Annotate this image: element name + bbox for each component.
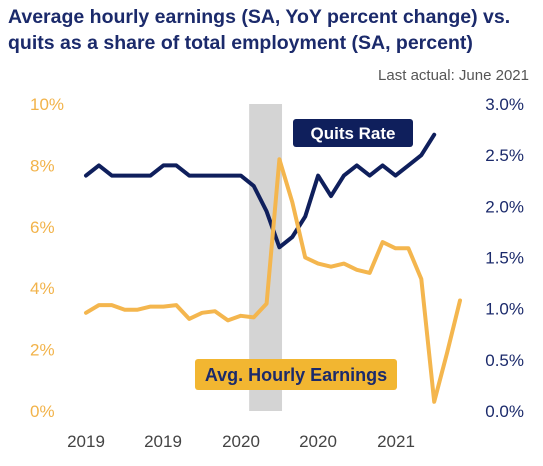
avg-hourly-earnings-point — [226, 319, 230, 322]
quits-rate-point — [149, 174, 152, 177]
right-axis-tick-label: 1.5% — [485, 249, 524, 268]
avg-hourly-earnings-point — [381, 240, 384, 244]
quits-rate-point — [420, 153, 423, 157]
avg-hourly-earnings-point — [368, 271, 371, 275]
quits-rate-point — [342, 174, 346, 177]
avg-hourly-earnings-point — [342, 262, 346, 265]
quits-rate-point — [84, 174, 88, 177]
avg-hourly-earnings-point — [433, 400, 436, 403]
quits-rate-point — [407, 164, 410, 167]
x-axis-tick-label: 2019 — [144, 432, 182, 451]
x-axis-tick-label: 2020 — [222, 432, 260, 451]
avg-hourly-earnings-line — [84, 157, 462, 404]
right-axis-tick-label: 2.5% — [485, 146, 524, 165]
quits-rate-point — [136, 174, 139, 177]
avg-hourly-earnings-point — [252, 316, 255, 319]
avg-hourly-earnings-point — [123, 308, 126, 311]
x-axis-tick-label: 2021 — [377, 432, 415, 451]
quits-rate-point — [200, 174, 204, 177]
x-axis-tick-label: 2020 — [299, 432, 337, 451]
right-axis-tick-label: 2.0% — [485, 197, 524, 216]
chart-title-line-2: quits as a share of total employment (SA… — [8, 32, 473, 54]
avg-hourly-earnings-point — [239, 314, 242, 318]
quits-rate-label-text: Quits Rate — [310, 124, 395, 143]
x-axis-tick-label: 2019 — [67, 432, 105, 451]
quits-rate-point — [162, 164, 165, 167]
quits-rate-point — [433, 133, 436, 136]
quits-rate-point — [304, 215, 307, 218]
avg-hourly-earnings-point — [304, 256, 307, 259]
quits-rate-line — [84, 132, 437, 250]
avg-hourly-earnings-point — [420, 277, 423, 281]
left-axis-tick-label: 2% — [30, 341, 55, 360]
left-axis-tick-label: 4% — [30, 279, 55, 298]
right-axis-tick-label: 0.5% — [485, 351, 524, 370]
avg-hourly-earnings-point — [136, 308, 139, 311]
avg-hourly-earnings-point — [213, 310, 217, 313]
avg-hourly-earnings-point — [355, 268, 359, 271]
quits-rate-point — [226, 174, 230, 177]
avg-hourly-earnings-point — [458, 299, 462, 302]
avg-hourly-earnings-point — [175, 303, 178, 307]
quits-rate-point — [97, 164, 101, 167]
avg-hourly-earnings-label: Avg. Hourly Earnings — [195, 359, 397, 390]
right-axis-tick-label: 1.0% — [485, 300, 524, 319]
avg-hourly-earnings-point — [162, 305, 165, 308]
right-axis-tick-label: 0.0% — [485, 402, 524, 421]
avg-hourly-earnings-point — [187, 317, 191, 321]
avg-hourly-earnings-point — [329, 265, 333, 268]
quits-rate-point — [291, 235, 294, 239]
avg-hourly-earnings-point — [265, 302, 268, 305]
avg-hourly-earnings-label-text: Avg. Hourly Earnings — [205, 365, 387, 385]
avg-hourly-earnings-point — [278, 158, 281, 161]
left-axis-tick-label: 6% — [30, 218, 55, 237]
avg-hourly-earnings-point — [97, 303, 101, 307]
chart-title-line-1: Average hourly earnings (SA, YoY percent… — [8, 6, 511, 28]
last-actual-note: Last actual: June 2021 — [378, 67, 529, 84]
right-axis-tick-label: 3.0% — [485, 95, 524, 114]
quits-rate-point — [265, 210, 268, 213]
avg-hourly-earnings-point — [316, 262, 320, 265]
quits-rate-label: Quits Rate — [293, 119, 413, 147]
quits-rate-point — [316, 174, 320, 177]
quits-rate-point — [394, 174, 397, 177]
avg-hourly-earnings-point — [445, 351, 449, 354]
left-axis-tick-label: 10% — [30, 95, 64, 114]
avg-hourly-earnings-point — [110, 303, 113, 307]
quits-rate-point — [368, 174, 371, 177]
avg-hourly-earnings-point — [291, 201, 294, 204]
avg-hourly-earnings-point — [407, 247, 410, 250]
quits-rate-point — [123, 174, 126, 177]
avg-hourly-earnings-point — [84, 311, 88, 314]
left-axis-tick-label: 8% — [30, 156, 55, 175]
chart-title: Average hourly earnings (SA, YoY percent… — [8, 4, 538, 56]
avg-hourly-earnings-point — [200, 311, 204, 314]
quits-rate-point — [213, 174, 217, 177]
left-axis-tick-label: 0% — [30, 402, 55, 421]
quits-rate-point — [329, 194, 333, 198]
quits-rate-point — [278, 246, 281, 249]
quits-rate-point — [239, 174, 242, 177]
quits-rate-point — [252, 184, 255, 188]
avg-hourly-earnings-point — [149, 305, 152, 308]
quits-rate-point — [110, 174, 113, 177]
quits-rate-point — [381, 164, 384, 167]
quits-rate-point — [175, 164, 178, 167]
quits-rate-point — [187, 174, 191, 177]
avg-hourly-earnings-point — [394, 247, 397, 250]
quits-rate-point — [355, 164, 359, 167]
